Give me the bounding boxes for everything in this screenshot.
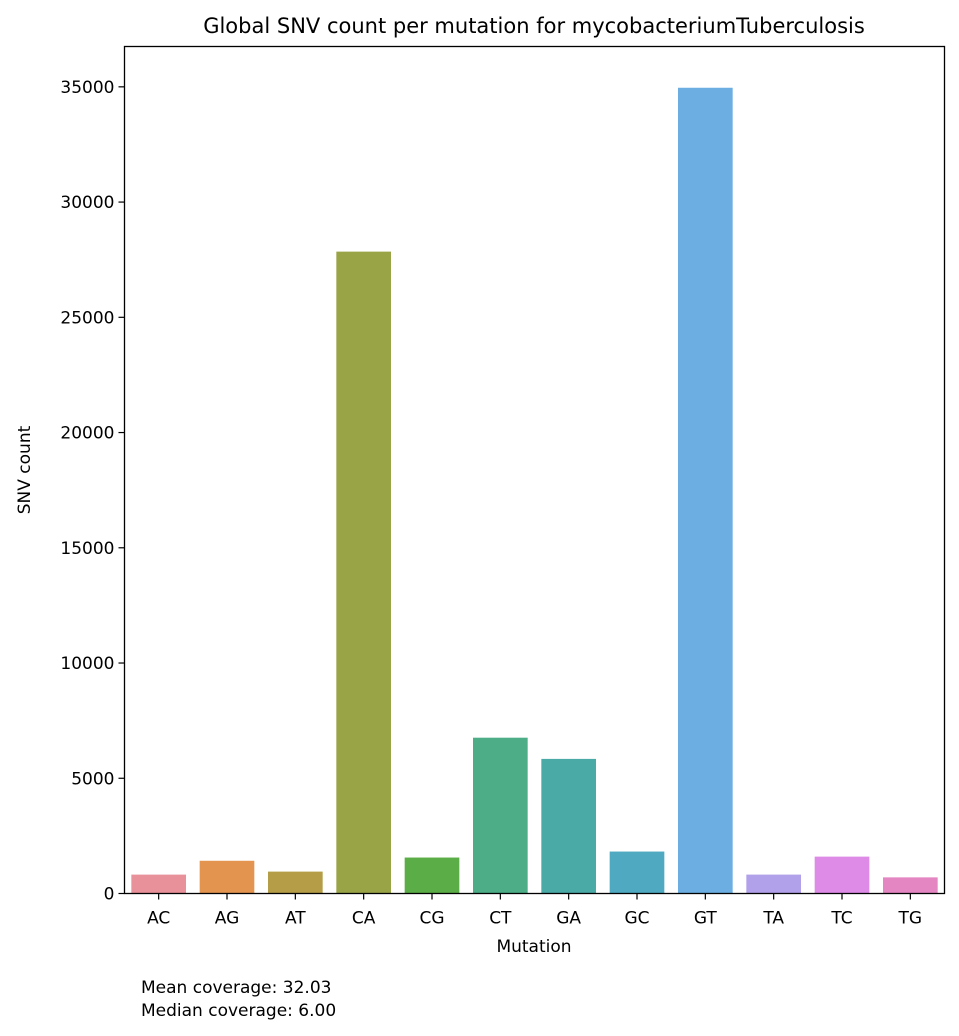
x-tick-label: TC: [830, 909, 852, 929]
bar-ta: [746, 874, 801, 894]
x-tick-label: TG: [898, 909, 923, 929]
bar-gc: [609, 851, 665, 894]
bar-ca: [336, 251, 391, 894]
x-tick-label: AT: [285, 909, 306, 929]
bar-tc: [814, 856, 870, 894]
y-tick-label: 10000: [60, 654, 114, 674]
y-tick-label: 0: [104, 885, 115, 905]
x-tick-label: AC: [147, 909, 170, 929]
x-tick-label: CG: [419, 909, 444, 929]
bar-ac: [131, 874, 186, 894]
x-tick-label: GT: [694, 909, 718, 929]
bar-tg: [883, 877, 938, 894]
plot-frame: [123, 45, 946, 895]
bar-ga: [541, 758, 596, 894]
chart-title: Global SNV count per mutation for mycoba…: [203, 14, 865, 38]
bar-ct: [473, 737, 528, 894]
bar-cg: [404, 857, 460, 894]
x-axis-label: Mutation: [496, 937, 571, 957]
y-tick-label: 35000: [60, 78, 114, 98]
bar-gt: [678, 87, 733, 894]
y-tick-label: 25000: [60, 308, 114, 328]
mean-coverage-text: Mean coverage: 32.03: [141, 978, 332, 998]
y-axis-label: SNV count: [15, 425, 35, 514]
x-tick-label: CT: [489, 909, 512, 929]
y-tick-label: 30000: [60, 193, 114, 213]
y-axis-ticks: 0 5000 10000 15000 20000 25000 30000 35000: [60, 78, 125, 905]
x-tick-label: GA: [556, 909, 581, 929]
x-tick-label: TA: [762, 909, 784, 929]
bars: [131, 87, 938, 894]
median-coverage-text: Median coverage: 6.00: [141, 1001, 337, 1021]
y-tick-label: 20000: [60, 424, 114, 444]
x-tick-label: AG: [215, 909, 240, 929]
x-tick-label: CA: [352, 909, 376, 929]
y-tick-label: 15000: [60, 539, 114, 559]
bar-ag: [199, 860, 255, 894]
y-tick-label: 5000: [71, 769, 114, 789]
x-axis-ticks: AC AG AT CA CG CT GA GC GT TA TC TG: [147, 893, 923, 929]
bar-at: [268, 871, 323, 894]
x-tick-label: GC: [624, 909, 649, 929]
